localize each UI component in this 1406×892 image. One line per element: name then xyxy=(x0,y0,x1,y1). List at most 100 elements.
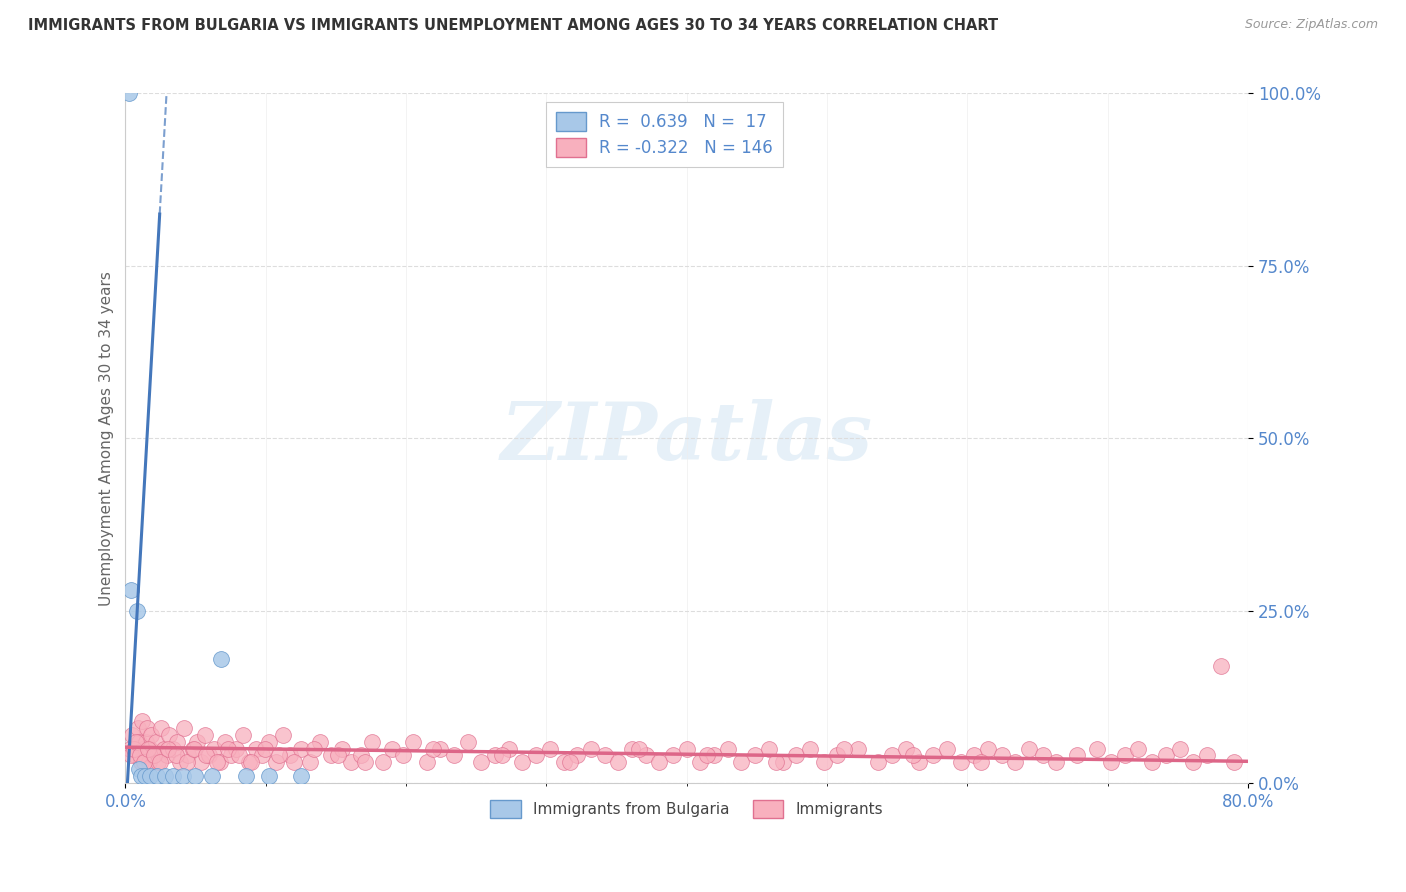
Point xyxy=(1209,658,1232,673)
Text: Source: ZipAtlas.com: Source: ZipAtlas.com xyxy=(1244,18,1378,31)
Point xyxy=(205,756,228,770)
Point xyxy=(157,728,180,742)
Point xyxy=(169,756,191,770)
Point xyxy=(141,728,163,742)
Point xyxy=(1099,756,1122,770)
Point xyxy=(127,604,149,618)
Point xyxy=(118,741,141,756)
Point xyxy=(627,741,650,756)
Point xyxy=(278,748,301,763)
Point xyxy=(136,721,159,735)
Point xyxy=(245,741,267,756)
Point xyxy=(184,769,207,783)
Point xyxy=(146,769,169,783)
Point xyxy=(118,87,141,101)
Point xyxy=(156,741,179,756)
Point xyxy=(422,741,444,756)
Point xyxy=(134,769,156,783)
Point xyxy=(949,756,972,770)
Point xyxy=(214,734,236,748)
Point xyxy=(267,748,290,763)
Point xyxy=(208,756,231,770)
Point xyxy=(304,741,326,756)
Point xyxy=(381,741,404,756)
Point xyxy=(257,734,280,748)
Point xyxy=(498,741,520,756)
Point xyxy=(350,748,373,763)
Point xyxy=(201,769,224,783)
Point xyxy=(120,582,142,597)
Point xyxy=(675,741,697,756)
Point xyxy=(139,769,162,783)
Point xyxy=(128,762,150,776)
Point xyxy=(238,756,260,770)
Point xyxy=(1066,748,1088,763)
Point xyxy=(232,728,254,742)
Point xyxy=(846,741,869,756)
Point xyxy=(134,748,156,763)
Point xyxy=(132,756,155,770)
Point xyxy=(181,741,204,756)
Point xyxy=(553,756,575,770)
Point xyxy=(1018,741,1040,756)
Point xyxy=(128,734,150,748)
Point xyxy=(880,748,903,763)
Point xyxy=(758,741,780,756)
Point xyxy=(166,734,188,748)
Point xyxy=(290,741,312,756)
Point xyxy=(832,741,855,756)
Point xyxy=(990,748,1012,763)
Point xyxy=(217,741,239,756)
Point xyxy=(124,748,146,763)
Point xyxy=(252,748,274,763)
Point xyxy=(153,741,176,756)
Legend: Immigrants from Bulgaria, Immigrants: Immigrants from Bulgaria, Immigrants xyxy=(484,794,889,823)
Point xyxy=(153,769,176,783)
Point xyxy=(717,741,740,756)
Point xyxy=(165,748,187,763)
Point xyxy=(512,756,534,770)
Point xyxy=(1154,748,1177,763)
Point xyxy=(354,756,377,770)
Point xyxy=(149,756,172,770)
Point xyxy=(908,756,931,770)
Point xyxy=(593,748,616,763)
Point xyxy=(340,756,363,770)
Point xyxy=(209,652,232,666)
Point xyxy=(371,756,394,770)
Point xyxy=(524,748,547,763)
Point xyxy=(703,748,725,763)
Point xyxy=(1182,756,1205,770)
Point xyxy=(567,748,589,763)
Point xyxy=(257,769,280,783)
Point xyxy=(129,756,152,770)
Point xyxy=(429,741,451,756)
Point xyxy=(139,741,162,756)
Point xyxy=(470,756,492,770)
Point xyxy=(484,748,506,763)
Point xyxy=(299,756,322,770)
Point xyxy=(827,748,849,763)
Point xyxy=(326,748,349,763)
Point xyxy=(131,714,153,728)
Point xyxy=(1004,756,1026,770)
Point xyxy=(360,734,382,748)
Point xyxy=(620,741,643,756)
Point xyxy=(560,756,582,770)
Y-axis label: Unemployment Among Ages 30 to 34 years: Unemployment Among Ages 30 to 34 years xyxy=(100,271,114,606)
Point xyxy=(868,756,890,770)
Point xyxy=(901,748,924,763)
Point xyxy=(122,741,145,756)
Point xyxy=(127,721,149,735)
Point xyxy=(457,734,479,748)
Point xyxy=(319,748,342,763)
Point xyxy=(402,734,425,748)
Point xyxy=(579,741,602,756)
Point xyxy=(177,748,200,763)
Point xyxy=(772,756,794,770)
Point xyxy=(607,756,630,770)
Point xyxy=(894,741,917,756)
Point xyxy=(132,741,155,756)
Point xyxy=(136,741,159,756)
Point xyxy=(290,769,312,783)
